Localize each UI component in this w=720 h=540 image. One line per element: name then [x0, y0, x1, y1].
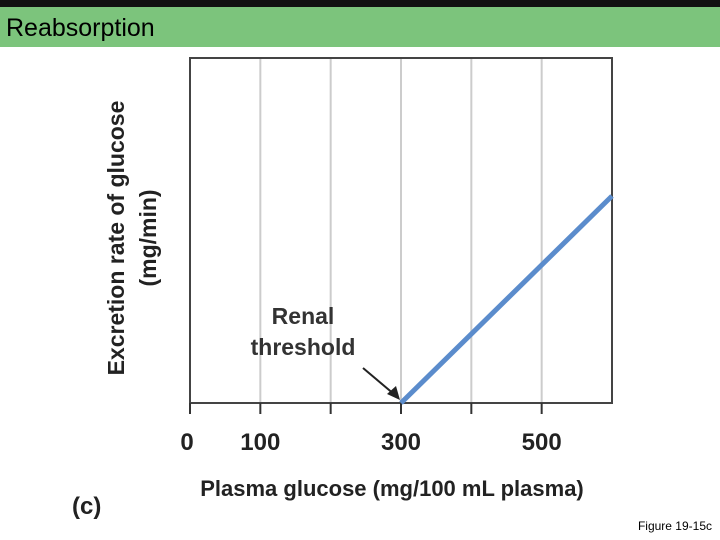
series-lines [399, 194, 614, 405]
panel-label: (c) [72, 493, 102, 520]
x-tick-label: 300 [381, 429, 421, 456]
y-axis-label: Excretion rate of glucose [103, 101, 129, 376]
top-border [0, 0, 720, 7]
figure-caption: Figure 19-15c [637, 519, 712, 533]
x-tick-label: 500 [522, 429, 562, 456]
page-title: Reabsorption [6, 14, 155, 42]
annotation-group: Renal threshold [251, 303, 400, 400]
title-bar [0, 7, 720, 47]
x-tick-label: 100 [240, 429, 280, 456]
x-tick-label: 0 [180, 429, 193, 456]
y-axis-unit: (mg/min) [135, 189, 161, 286]
annotation-arrow [362, 367, 396, 396]
x-axis-label: Plasma glucose (mg/100 mL plasma) [200, 476, 584, 501]
annotation-renal: Renal [272, 303, 335, 329]
x-axis-ticks: 0 100 300 500 [180, 403, 562, 456]
series-line [399, 194, 614, 405]
annotation-threshold: threshold [251, 334, 356, 360]
annotation-arrowhead [387, 386, 400, 400]
grid-lines [259, 58, 543, 403]
